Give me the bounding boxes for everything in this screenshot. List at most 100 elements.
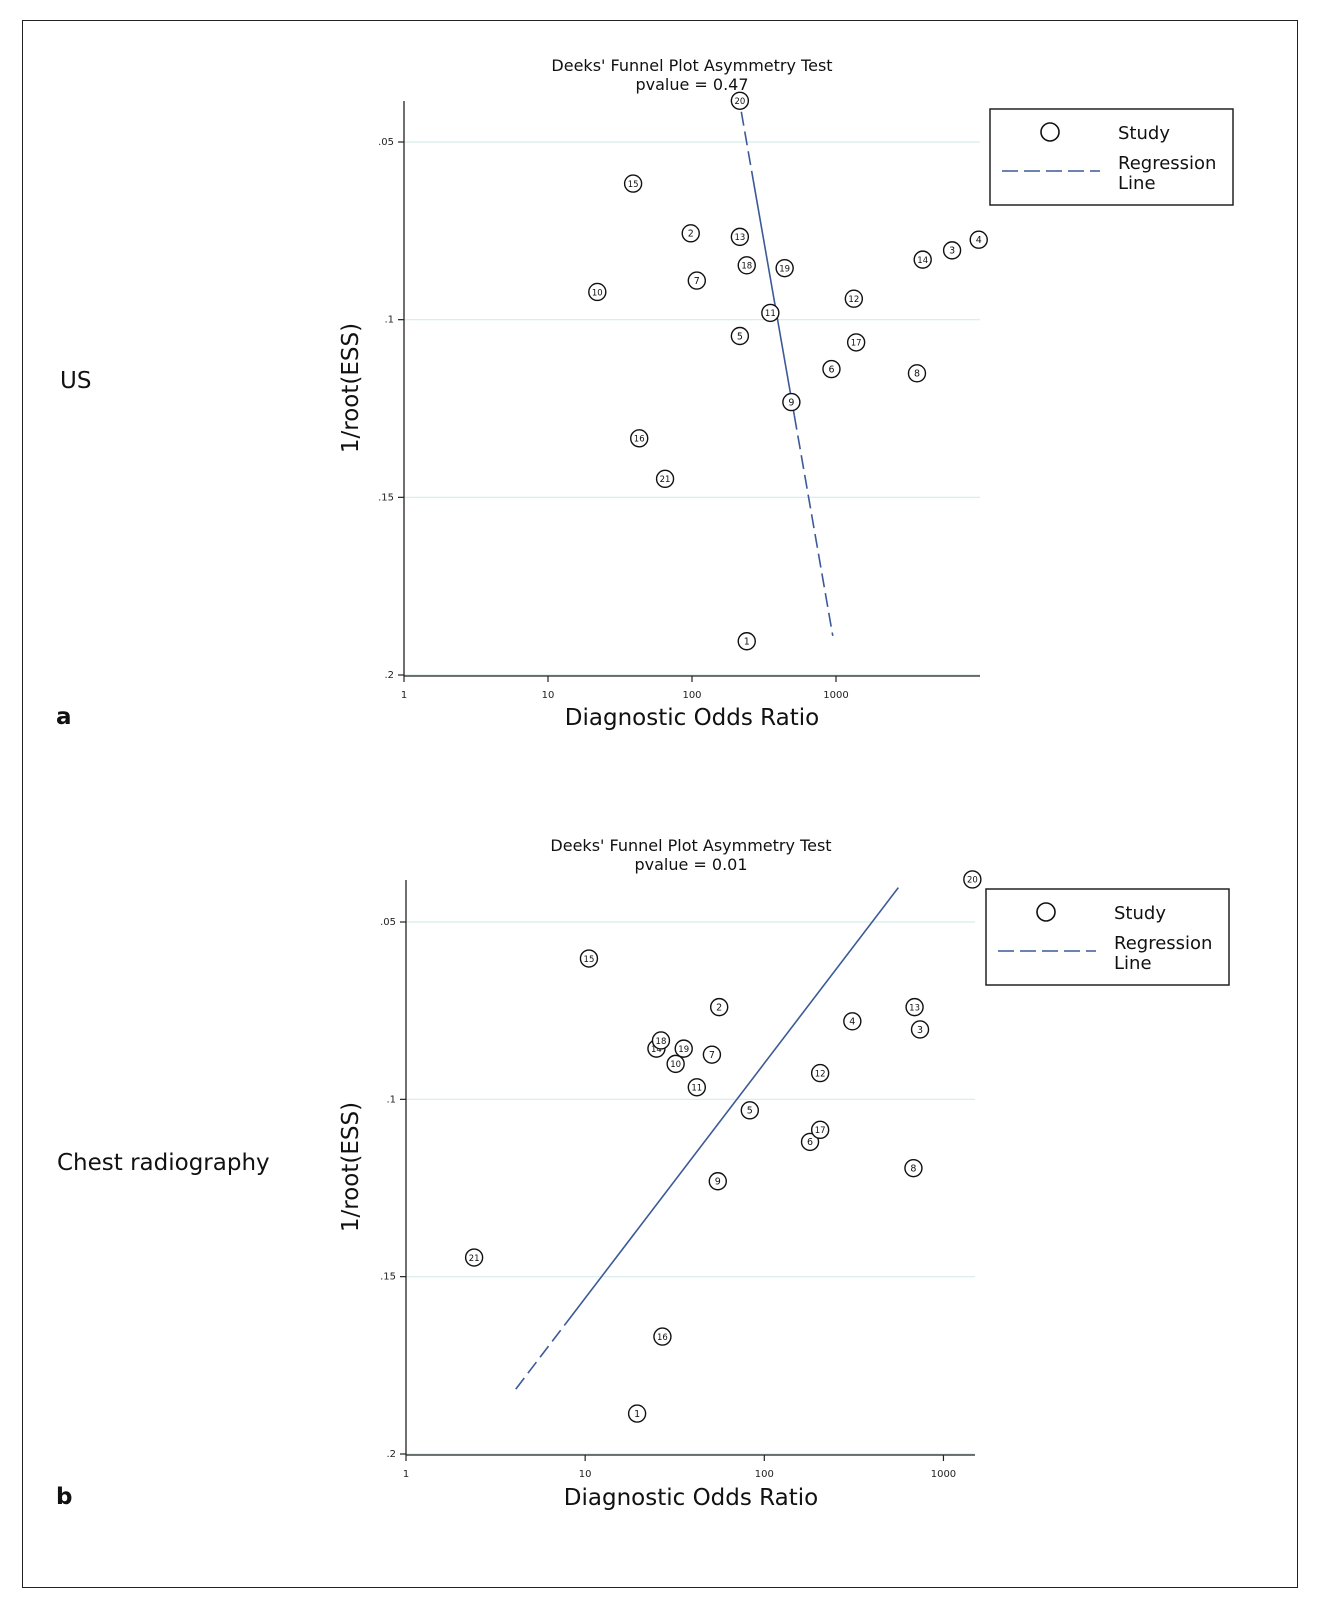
panel-b-x-axis-label: Diagnostic Odds Ratio xyxy=(564,1485,818,1511)
panel-a-legend-study-label: Study xyxy=(1118,123,1170,144)
panel-a-study-label-20: 20 xyxy=(734,97,745,107)
panel-b-study-label-18: 18 xyxy=(656,1037,667,1047)
panel-a-y-tick-label: .15 xyxy=(378,492,394,503)
panel-b-study-point-16 xyxy=(653,1327,672,1346)
panel-b-study-label-12: 12 xyxy=(815,1069,826,1079)
panel-a-study-label-4: 4 xyxy=(976,235,982,246)
panel-b-chart-title: Deeks' Funnel Plot Asymmetry Test xyxy=(550,836,831,855)
panel-a-chart-subtitle: pvalue = 0.47 xyxy=(635,75,748,94)
panel-b-legend-marker-icon xyxy=(1036,902,1056,922)
panel-b-study-point-15 xyxy=(579,949,599,968)
panel-b-study-label-17: 17 xyxy=(815,1126,826,1136)
panel-b-study-point-3 xyxy=(910,1020,930,1039)
panel-a-study-point-12 xyxy=(844,289,864,308)
panel-a-legend-marker-icon xyxy=(1040,122,1060,142)
panel-a-legend-box xyxy=(989,108,1234,206)
panel-b-study-label-1: 1 xyxy=(634,1409,640,1420)
panel-a-study-point-1 xyxy=(737,632,756,651)
panel-b-study-label-5: 5 xyxy=(747,1106,753,1117)
panel-a-study-point-8 xyxy=(907,364,927,383)
panel-b-letter: b xyxy=(56,1484,73,1510)
panel-b-study-point-20 xyxy=(963,870,982,889)
panel-b-study-point-1 xyxy=(627,1404,647,1423)
panel-b-study-point-4 xyxy=(843,1012,862,1031)
panel-a-regression-line xyxy=(793,415,834,637)
panel-b-legend-regression-label: Regression xyxy=(1114,933,1212,954)
panel-a-study-label-7: 7 xyxy=(694,276,700,287)
panel-b-study-point-7 xyxy=(702,1045,722,1064)
panel-a-x-tick-label: 100 xyxy=(682,690,701,701)
panel-a-study-label-11: 11 xyxy=(765,309,776,319)
panel-a-study-label-15: 15 xyxy=(628,180,639,190)
panel-a-y-tick-label: .05 xyxy=(378,137,394,148)
panel-a-study-point-3 xyxy=(942,241,962,260)
panel-a-study-point-15 xyxy=(623,174,643,193)
panel-a-study-point-17 xyxy=(846,333,866,352)
panel-b-y-tick-label: .2 xyxy=(386,1449,396,1460)
panel-b-legend-box xyxy=(985,888,1230,986)
panel-b-study-point-2 xyxy=(709,997,729,1017)
panel-a-study-label-17: 17 xyxy=(851,339,862,349)
panel-b-study-point-21 xyxy=(464,1248,484,1267)
panel-b-study-label-13: 13 xyxy=(909,1003,920,1013)
panel-b-study-label-21: 21 xyxy=(469,1254,480,1264)
panel-a-study-point-9 xyxy=(782,392,801,412)
panel-a-study-point-20 xyxy=(730,91,750,110)
panel-a-study-label-8: 8 xyxy=(914,369,920,380)
panel-a-regression-line xyxy=(740,111,754,181)
panel-a-study-label-16: 16 xyxy=(634,435,645,445)
panel-a-study-point-19 xyxy=(775,258,794,278)
panel-a-study-point-6 xyxy=(822,359,841,379)
panel-a-study-point-7 xyxy=(687,271,707,290)
panel-a-study-point-13 xyxy=(730,227,750,247)
panel-b-study-label-7: 7 xyxy=(709,1050,715,1061)
panel-a-study-label-18: 18 xyxy=(741,262,752,272)
panel-a-y-axis-label: 1/root(ESS) xyxy=(338,323,364,453)
panel-a-y-tick-label: .2 xyxy=(384,670,394,681)
panel-b-legend-line-label: Line xyxy=(1114,953,1152,974)
panel-a-legend-line-label: Line xyxy=(1118,173,1156,194)
panel-b-study-label-15: 15 xyxy=(584,955,595,965)
panel-a-x-tick-label: 10 xyxy=(542,690,555,701)
panel-b-study-label-4: 4 xyxy=(849,1017,855,1028)
panel-b-study-point-5 xyxy=(740,1101,760,1120)
panel-a-study-point-16 xyxy=(630,429,649,448)
panel-a-study-label-13: 13 xyxy=(734,233,745,243)
panel-a-study-point-2 xyxy=(681,224,700,243)
panel-b-study-point-13 xyxy=(905,997,924,1017)
panel-b-side-label: Chest radiography xyxy=(57,1150,270,1176)
panel-b-study-point-8 xyxy=(904,1158,923,1178)
panel-a-regression-line xyxy=(752,179,796,416)
panel-a-study-label-10: 10 xyxy=(592,288,603,298)
panel-b-study-label-6: 6 xyxy=(807,1137,813,1148)
panel-a-x-tick-label: 1000 xyxy=(823,690,848,701)
panel-b-x-tick-label: 1 xyxy=(403,1469,409,1480)
panel-b-legend-study-label: Study xyxy=(1114,903,1166,924)
panel-b-x-tick-label: 10 xyxy=(579,1469,592,1480)
panel-b-study-point-18 xyxy=(651,1031,671,1050)
panel-a-study-point-10 xyxy=(588,282,607,302)
panel-a-side-label: US xyxy=(60,368,92,394)
panel-b-chart-subtitle: pvalue = 0.01 xyxy=(634,855,747,874)
panel-b-study-point-9 xyxy=(708,1172,727,1191)
panel-b-study-label-14: 14 xyxy=(651,1045,662,1055)
panel-a-study-label-21: 21 xyxy=(660,475,671,485)
panel-b-x-tick-label: 100 xyxy=(755,1469,774,1480)
panel-b-study-label-20: 20 xyxy=(967,876,978,886)
panel-a-study-label-12: 12 xyxy=(848,295,859,305)
panel-b-study-label-16: 16 xyxy=(657,1333,668,1343)
panel-a-study-point-18 xyxy=(737,256,756,275)
panel-a-study-point-11 xyxy=(761,303,780,323)
panel-b-study-label-3: 3 xyxy=(917,1025,923,1036)
panel-a-study-label-6: 6 xyxy=(828,364,834,375)
panel-a-study-label-1: 1 xyxy=(744,637,750,648)
panel-b-x-tick-label: 1000 xyxy=(931,1469,956,1480)
panel-a-study-point-4 xyxy=(969,230,988,249)
panel-b-study-point-12 xyxy=(810,1063,830,1083)
panel-a-study-point-21 xyxy=(655,469,675,489)
panel-a-chart-title: Deeks' Funnel Plot Asymmetry Test xyxy=(551,56,832,75)
panel-a-study-label-9: 9 xyxy=(788,397,794,408)
panel-a-x-tick-label: 1 xyxy=(401,690,407,701)
panel-a-y-tick-label: .1 xyxy=(384,315,394,326)
